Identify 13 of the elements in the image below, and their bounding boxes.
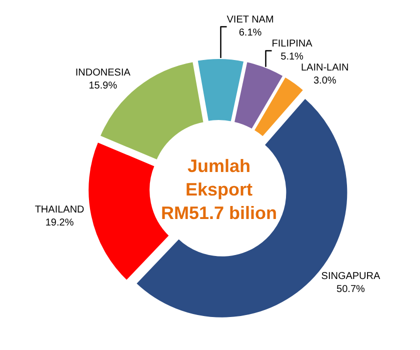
data-label: 5.1% (280, 52, 304, 63)
data-label: 6.1% (238, 28, 262, 39)
slice-label: LAIN-LAIN (300, 62, 349, 74)
slice-label: THAILAND (34, 204, 84, 216)
slice-label: INDONESIA (75, 67, 131, 78)
slice-label: VIET NAM (226, 14, 274, 26)
text: Jumlah Eksport RM51.7 bilion (161, 156, 278, 223)
data-label: 50.7% (336, 284, 366, 295)
slice-label: SINGAPURA (321, 270, 380, 282)
data-label: 19.2% (45, 217, 74, 228)
data-label: 15.9% (88, 80, 118, 92)
data-label: 3.0% (313, 76, 336, 87)
slice-label: FILIPINA (272, 38, 313, 50)
